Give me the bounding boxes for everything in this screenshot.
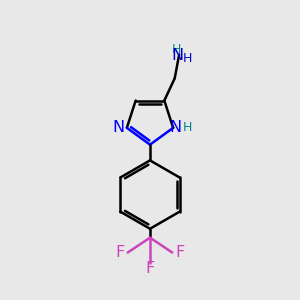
Text: N: N bbox=[112, 120, 124, 135]
Text: F: F bbox=[175, 245, 184, 260]
Text: H: H bbox=[183, 52, 192, 64]
Text: N: N bbox=[169, 120, 181, 135]
Text: H: H bbox=[172, 43, 181, 56]
Text: N: N bbox=[172, 49, 184, 64]
Text: H: H bbox=[183, 121, 192, 134]
Text: F: F bbox=[116, 245, 125, 260]
Text: F: F bbox=[146, 261, 154, 276]
